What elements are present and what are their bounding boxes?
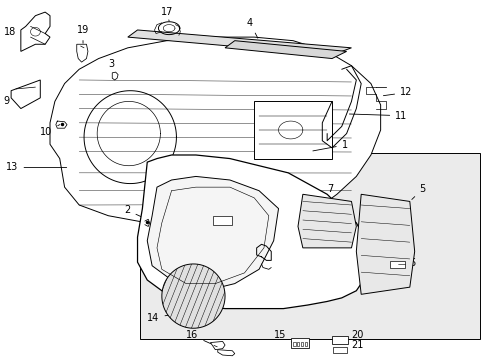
Text: 3: 3 bbox=[108, 59, 115, 75]
Text: 20: 20 bbox=[341, 330, 363, 341]
Polygon shape bbox=[21, 12, 50, 51]
Text: 21: 21 bbox=[341, 340, 363, 350]
Text: 8: 8 bbox=[266, 252, 284, 262]
Bar bbox=[212, 216, 232, 225]
Text: 4: 4 bbox=[246, 18, 257, 38]
Bar bbox=[290, 338, 308, 348]
Text: 17: 17 bbox=[160, 7, 173, 21]
Polygon shape bbox=[137, 155, 370, 309]
Text: 16: 16 bbox=[186, 330, 211, 344]
Polygon shape bbox=[77, 44, 88, 62]
Polygon shape bbox=[162, 264, 224, 328]
Polygon shape bbox=[127, 30, 351, 55]
Text: 2: 2 bbox=[124, 205, 144, 218]
Text: 7: 7 bbox=[324, 184, 333, 200]
Bar bbox=[389, 261, 404, 267]
Text: 14: 14 bbox=[147, 312, 185, 323]
Polygon shape bbox=[11, 80, 40, 109]
Text: 9: 9 bbox=[4, 96, 20, 107]
Text: 15: 15 bbox=[273, 330, 292, 343]
Bar bbox=[300, 342, 303, 346]
Polygon shape bbox=[147, 176, 278, 291]
Bar bbox=[304, 342, 306, 346]
Text: 5: 5 bbox=[411, 184, 425, 199]
Bar bbox=[331, 337, 347, 344]
Bar bbox=[332, 347, 346, 353]
Polygon shape bbox=[112, 72, 118, 80]
Polygon shape bbox=[217, 350, 234, 356]
Text: 13: 13 bbox=[6, 162, 66, 172]
Text: 1: 1 bbox=[312, 140, 347, 151]
Polygon shape bbox=[254, 102, 331, 158]
Text: 12: 12 bbox=[383, 87, 411, 98]
Polygon shape bbox=[224, 41, 346, 59]
Polygon shape bbox=[356, 194, 414, 294]
Text: 10: 10 bbox=[40, 125, 60, 137]
Text: 6: 6 bbox=[393, 258, 415, 268]
Polygon shape bbox=[210, 342, 224, 350]
Text: 19: 19 bbox=[77, 25, 89, 43]
Polygon shape bbox=[50, 37, 380, 230]
Bar bbox=[292, 342, 295, 346]
Text: 18: 18 bbox=[4, 27, 23, 37]
Polygon shape bbox=[297, 194, 356, 248]
Text: 11: 11 bbox=[348, 111, 407, 121]
Bar bbox=[296, 342, 299, 346]
Bar bbox=[140, 153, 479, 339]
